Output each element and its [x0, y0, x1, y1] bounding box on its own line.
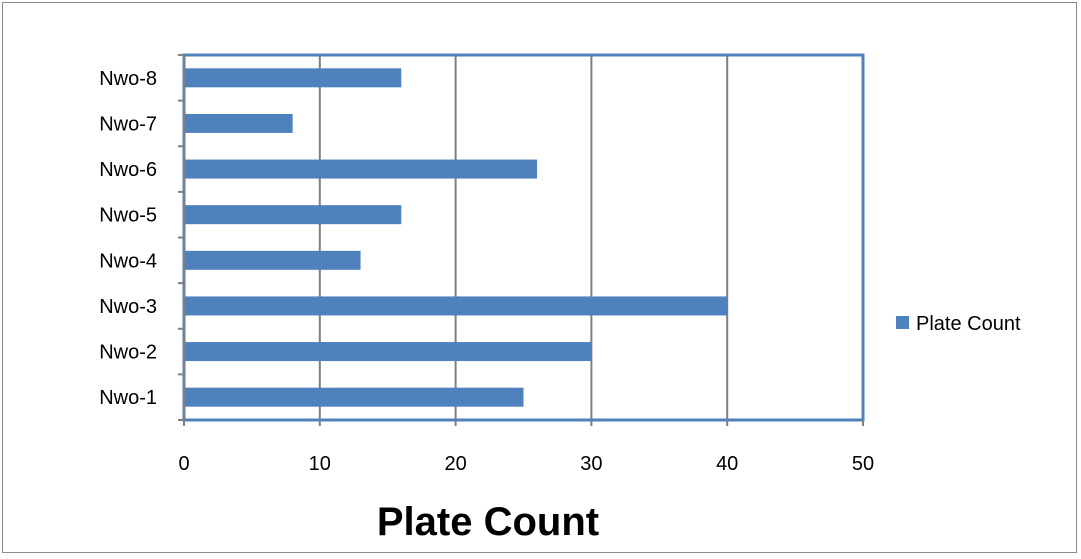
y-tick-label: Nwo-7: [99, 113, 157, 135]
gridlines: [318, 55, 729, 420]
y-tick-label: Nwo-1: [99, 387, 157, 409]
y-tick-label: Nwo-8: [99, 68, 157, 90]
bar: [184, 250, 361, 270]
plot-area-border: [182, 53, 865, 422]
bar: [184, 68, 402, 88]
y-tick-label: Nwo-3: [99, 296, 157, 318]
x-tick-label: 50: [852, 453, 874, 475]
x-tick-label: 0: [178, 453, 189, 475]
bar: [184, 342, 592, 362]
legend-label: Plate Count: [916, 313, 1021, 335]
y-tick-label: Nwo-4: [99, 250, 157, 272]
x-tick-label: 30: [580, 453, 602, 475]
x-axis-title: Plate Count: [377, 500, 599, 544]
bar: [184, 159, 538, 179]
bar: [184, 296, 728, 316]
y-tick-label: Nwo-6: [99, 159, 157, 181]
y-tick-label: Nwo-2: [99, 342, 157, 364]
axes: [178, 54, 864, 426]
legend-swatch: [896, 316, 909, 329]
y-tick-label: Nwo-5: [99, 205, 157, 227]
bar: [184, 113, 293, 133]
x-tick-labels: 0 10 20 30 40 50: [178, 453, 874, 475]
x-tick-label: 10: [309, 453, 331, 475]
x-tick-label: 40: [716, 453, 738, 475]
bars: [184, 68, 728, 407]
x-tick-label: 20: [444, 453, 466, 475]
legend: Plate Count: [896, 313, 1021, 335]
y-tick-labels: Nwo-1 Nwo-2 Nwo-3 Nwo-4 Nwo-5 Nwo-6 Nwo-7 Nwo-8: [99, 68, 157, 409]
bar-chart: Nwo-1 Nwo-2 Nwo-3 Nwo-4 Nwo-5 Nwo-6 Nwo-7 Nwo-8…: [99, 53, 1021, 544]
bar: [184, 387, 524, 407]
bar: [184, 205, 402, 225]
